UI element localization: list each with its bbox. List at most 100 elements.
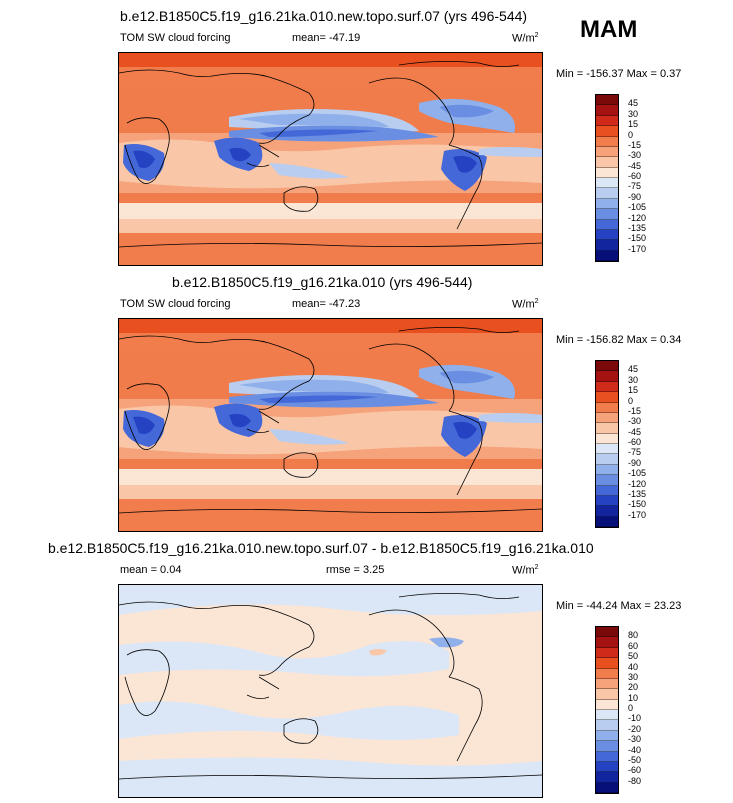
colorbar-swatch — [596, 381, 618, 393]
colorbar-tick-label: 30 — [628, 671, 639, 682]
colorbar-tick-label: -15 — [628, 139, 642, 150]
colorbar-tick-label: -10 — [628, 713, 642, 724]
colorbar-swatch — [596, 668, 618, 679]
panel-1-map-field — [119, 53, 542, 265]
colorbar-tick-label: 45 — [628, 364, 639, 375]
panel-1-mean: mean= -47.19 — [292, 32, 361, 44]
panel-2-units: W/m2 — [512, 298, 539, 311]
colorbar-tick-label: -135 — [628, 222, 647, 233]
colorbar-tick-label: 0 — [628, 395, 634, 406]
panel-3-title: b.e12.B1850C5.f19_g16.21ka.010.new.topo.… — [48, 540, 594, 556]
panel-3-map — [118, 584, 543, 798]
panel-3-units: W/m2 — [512, 564, 539, 577]
panel-3-map-field — [119, 585, 542, 797]
colorbar-swatch — [596, 495, 618, 507]
colorbar-swatch — [596, 371, 618, 382]
colorbar-tick-label: -135 — [628, 488, 647, 499]
colorbar-tick-label: -150 — [628, 499, 647, 510]
colorbar-swatch — [596, 475, 618, 486]
colorbar-tick-label: -120 — [628, 478, 647, 489]
colorbar-swatch — [596, 464, 618, 476]
colorbar-swatch — [596, 95, 618, 106]
colorbar-swatch — [596, 423, 618, 434]
colorbar-swatch — [596, 720, 618, 731]
colorbar-tick-label: 0 — [628, 703, 634, 713]
panel-2-title: b.e12.B1850C5.f19_g16.21ka.010 (yrs 496-… — [172, 274, 473, 290]
colorbar-tick-label: -30 — [628, 734, 642, 745]
colorbar-tick-label: -20 — [628, 723, 642, 734]
panel-1-title: b.e12.B1850C5.f19_g16.21ka.010.new.topo.… — [120, 8, 528, 24]
colorbar-tick-label: -40 — [628, 744, 642, 755]
colorbar-swatch — [596, 516, 618, 527]
colorbar-swatch — [596, 188, 618, 199]
colorbar-tick-label: 20 — [628, 682, 639, 693]
panel-2-mean: mean= -47.23 — [292, 298, 361, 310]
panel-3-colorbar — [595, 626, 619, 794]
colorbar-swatch — [596, 115, 618, 127]
colorbar-tick-label: -45 — [628, 160, 642, 171]
colorbar-tick-label: -30 — [628, 150, 642, 161]
panel-1-minmax: Min = -156.37 Max = 0.37 — [556, 68, 682, 80]
colorbar-swatch — [596, 751, 618, 762]
colorbar-swatch — [596, 146, 618, 158]
colorbar-tick-label: 15 — [628, 119, 639, 130]
colorbar-swatch — [596, 761, 618, 773]
colorbar-tick-label: 80 — [628, 630, 639, 641]
colorbar-swatch — [596, 167, 618, 178]
colorbar-tick-label: 60 — [628, 640, 639, 651]
colorbar-swatch — [596, 647, 618, 659]
colorbar-tick-label: -45 — [628, 426, 642, 437]
colorbar-swatch — [596, 219, 618, 230]
colorbar-tick-label: -105 — [628, 202, 647, 213]
colorbar-swatch — [596, 485, 618, 496]
colorbar-swatch — [596, 689, 618, 700]
panel-2-map — [118, 318, 543, 532]
colorbar-swatch — [596, 412, 618, 424]
colorbar-swatch — [596, 392, 618, 403]
colorbar-tick-label: 30 — [628, 108, 639, 119]
colorbar-tick-label: -170 — [628, 509, 647, 520]
colorbar-tick-label: -75 — [628, 447, 642, 458]
colorbar-tick-label: -60 — [628, 765, 642, 776]
colorbar-tick-label: -50 — [628, 754, 642, 765]
colorbar-swatch — [596, 250, 618, 261]
colorbar-tick-label: -80 — [628, 775, 642, 786]
colorbar-swatch — [596, 627, 618, 638]
colorbar-tick-label: -60 — [628, 171, 642, 181]
colorbar-swatch — [596, 710, 618, 721]
colorbar-swatch — [596, 699, 618, 710]
panel-1-units: W/m2 — [512, 32, 539, 45]
colorbar-tick-label: -30 — [628, 416, 642, 427]
colorbar-swatch — [596, 772, 618, 783]
panel-2-colorbar — [595, 360, 619, 528]
colorbar-tick-label: -105 — [628, 468, 647, 479]
colorbar-swatch — [596, 637, 618, 648]
colorbar-tick-label: 0 — [628, 129, 634, 140]
colorbar-tick-label: 15 — [628, 385, 639, 396]
colorbar-tick-label: -90 — [628, 191, 642, 202]
season-label: MAM — [580, 16, 638, 43]
colorbar-tick-label: -60 — [628, 437, 642, 447]
colorbar-tick-label: -170 — [628, 243, 647, 254]
colorbar-swatch — [596, 402, 618, 413]
colorbar-swatch — [596, 126, 618, 137]
colorbar-swatch — [596, 240, 618, 251]
colorbar-tick-label: 45 — [628, 98, 639, 109]
colorbar-swatch — [596, 741, 618, 752]
colorbar-swatch — [596, 433, 618, 444]
colorbar-swatch — [596, 105, 618, 116]
panel-3-rmse: rmse = 3.25 — [326, 564, 385, 576]
colorbar-swatch — [596, 229, 618, 241]
colorbar-tick-label: -150 — [628, 233, 647, 244]
panel-2-variable: TOM SW cloud forcing — [120, 298, 231, 310]
colorbar-swatch — [596, 506, 618, 517]
panel-2-map-field — [119, 319, 542, 531]
colorbar-tick-label: -75 — [628, 181, 642, 192]
colorbar-tick-label: -90 — [628, 457, 642, 468]
colorbar-tick-label: 50 — [628, 651, 639, 662]
panel-2-minmax: Min = -156.82 Max = 0.34 — [556, 334, 682, 346]
colorbar-swatch — [596, 658, 618, 669]
colorbar-tick-label: -15 — [628, 405, 642, 416]
panel-3-minmax: Min = -44.24 Max = 23.23 — [556, 600, 682, 612]
colorbar-swatch — [596, 730, 618, 742]
